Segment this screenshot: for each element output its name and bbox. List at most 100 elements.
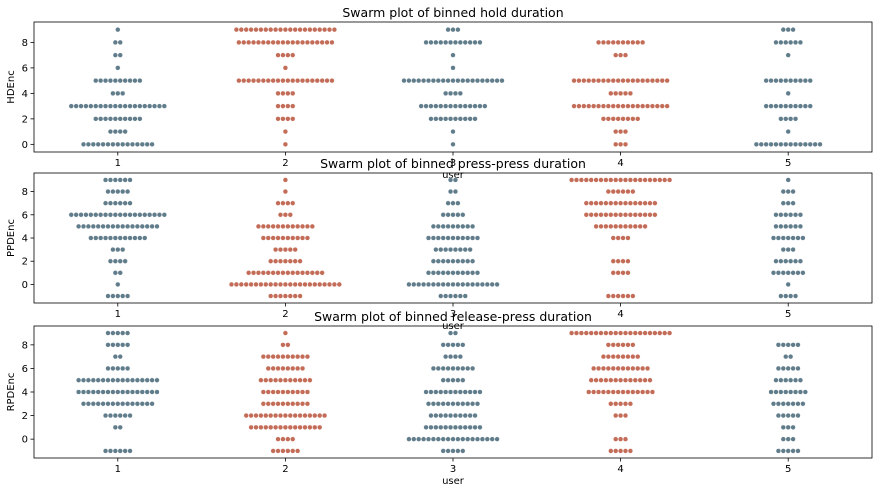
swarm-point	[494, 78, 500, 84]
swarm-point	[797, 103, 804, 109]
swarm-point	[450, 223, 456, 229]
swarm-point	[440, 365, 446, 372]
swarm-point	[788, 223, 794, 229]
swarm-point	[129, 223, 136, 229]
swarm-point	[447, 39, 454, 45]
swarm-point	[287, 293, 293, 299]
swarm-point	[588, 330, 594, 336]
swarm-point	[797, 212, 804, 218]
swarm-point	[477, 39, 483, 45]
swarm-point	[445, 281, 451, 288]
swarm-point	[455, 78, 461, 84]
swarm-point	[632, 223, 638, 229]
swarm-point	[423, 39, 429, 45]
swarm-point	[110, 330, 116, 336]
swarm-point	[608, 200, 614, 206]
swarm-points	[75, 330, 808, 454]
swarm-point	[455, 342, 461, 348]
swarm-point	[622, 141, 629, 147]
swarm-point	[117, 103, 123, 109]
swarm-point	[445, 365, 451, 372]
swarm-point	[445, 270, 451, 276]
swarm-point	[110, 389, 116, 395]
swarm-point	[275, 436, 281, 442]
swarm-point	[295, 78, 301, 84]
swarm-point	[573, 177, 580, 183]
y-tick-label: 0	[22, 280, 28, 291]
swarm-point	[797, 258, 804, 264]
swarm-point	[285, 342, 291, 348]
swarm-point	[280, 90, 286, 96]
swarm-point	[642, 212, 648, 218]
swarm-point	[295, 448, 301, 454]
swarm-point	[797, 39, 804, 45]
swarm-point	[647, 330, 653, 336]
swarm-point	[778, 141, 784, 147]
swarm-point	[268, 281, 274, 288]
swarm-point	[635, 103, 641, 109]
swarm-point	[455, 448, 461, 454]
swarm-point	[472, 116, 478, 122]
swarm-point	[304, 39, 311, 45]
swarm-point	[770, 401, 777, 407]
swarm-point	[115, 90, 121, 96]
swarm-point	[275, 270, 281, 276]
swarm-point	[258, 412, 264, 419]
swarm-point	[147, 212, 153, 218]
swarm-point	[110, 365, 116, 372]
swarm-point	[290, 78, 296, 84]
swarm-point	[255, 270, 262, 276]
swarm-point	[460, 281, 466, 288]
swarm-point	[605, 365, 611, 372]
swarm-point	[423, 389, 429, 395]
swarm-point	[100, 377, 106, 383]
swarm-point	[440, 281, 446, 288]
swarm-point	[435, 281, 441, 288]
swarm-point	[790, 436, 796, 442]
swarm-point	[117, 354, 123, 360]
swarm-point	[455, 223, 461, 229]
swarm-point	[440, 235, 446, 241]
swarm-point	[263, 377, 269, 383]
swarm-point	[322, 412, 328, 419]
panel-1: Swarm plot of binned hold duration 0 2 4 6 8 1…	[6, 5, 873, 181]
swarm-point	[773, 103, 779, 109]
swarm-point	[620, 270, 626, 276]
swarm-point	[447, 247, 454, 253]
swarm-point	[591, 78, 597, 84]
swarm-point	[652, 212, 658, 218]
swarm-point	[270, 270, 276, 276]
swarm-point	[450, 258, 456, 264]
swarm-point	[652, 177, 658, 183]
swarm-point	[435, 258, 441, 264]
swarm-point	[250, 39, 257, 45]
swarm-point	[617, 141, 624, 147]
swarm-point	[137, 103, 143, 109]
swarm-point	[100, 389, 106, 395]
swarm-point	[603, 377, 609, 383]
swarm-point	[457, 103, 463, 109]
swarm-point	[282, 141, 289, 147]
x-tick-label: 4	[617, 158, 623, 169]
swarm-point	[472, 389, 478, 395]
swarm-point	[285, 448, 291, 454]
swarm-point	[593, 177, 599, 183]
swarm-point	[447, 188, 454, 195]
swarm-point	[295, 354, 301, 360]
swarm-point	[425, 270, 432, 276]
swarm-point	[120, 188, 126, 195]
y-tick-label: 6	[22, 63, 28, 74]
swarm-point	[95, 401, 101, 407]
swarm-point	[270, 78, 276, 84]
swarm-point	[292, 412, 298, 419]
swarm-point	[778, 223, 784, 229]
swarm-point	[253, 281, 259, 288]
swarm-point	[100, 401, 106, 407]
swarm-point	[452, 116, 459, 122]
swarm-point	[780, 412, 786, 419]
swarm-point	[640, 389, 646, 395]
swarm-point	[635, 78, 641, 84]
swarm-point	[435, 223, 441, 229]
swarm-point	[115, 401, 121, 407]
swarm-point	[280, 223, 286, 229]
